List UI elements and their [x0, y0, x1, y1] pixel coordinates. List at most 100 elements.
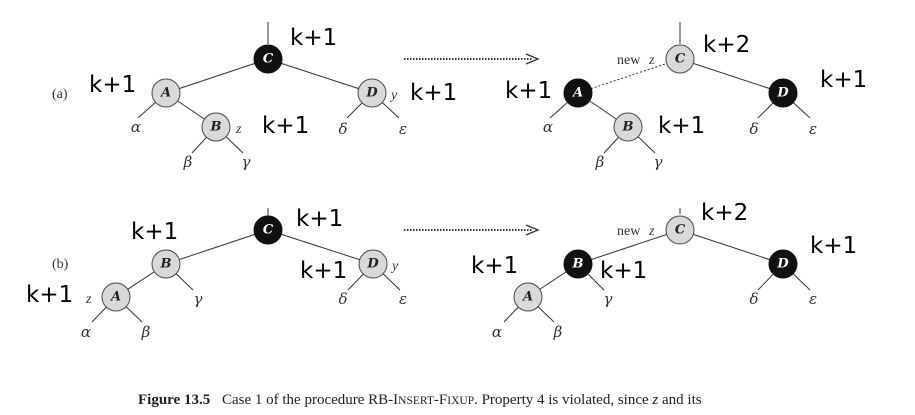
node-a [151, 78, 181, 108]
subtree-alpha: α [81, 323, 91, 341]
node-d-label: D [365, 86, 378, 101]
node-c-label: C [675, 223, 686, 238]
node-a-label: A [571, 86, 583, 101]
subtree-epsilon: ε [399, 290, 407, 308]
subtree-epsilon: ε [809, 290, 817, 308]
edge-c-a [165, 58, 269, 94]
edge-c-d [267, 58, 373, 94]
edge-c-d [267, 229, 374, 265]
height-label-d: k+1 [300, 258, 347, 284]
part-a-label: (a) [52, 87, 68, 102]
caption-text-1: Case 1 of the procedure RB-I [222, 392, 398, 408]
height-label-d: k+1 [810, 233, 857, 259]
height-label-a: k+1 [89, 72, 136, 98]
node-d [358, 249, 388, 279]
node-b [563, 249, 593, 279]
new-z-letter: z [648, 53, 655, 68]
subtree-alpha: α [492, 323, 502, 341]
subtree-gamma: γ [194, 290, 203, 308]
part-b-before-tree: C B D A y z α β γ δ ε k+1 k+1 k+1 k+1 [26, 206, 407, 341]
node-d [768, 78, 798, 108]
height-label-b: k+1 [658, 113, 705, 139]
node-a-label: A [109, 290, 121, 305]
node-c-label: C [263, 52, 274, 67]
height-label-a: k+1 [505, 78, 552, 104]
part-a-before-tree: C A D B y z α β γ δ ε k+1 k+1 k+1 k+1 [89, 22, 457, 171]
node-c [253, 215, 283, 245]
subtree-epsilon: ε [809, 120, 817, 138]
edge-c-b [165, 229, 269, 265]
tag-y: y [390, 259, 399, 274]
node-a [101, 282, 131, 312]
height-label-c: k+2 [703, 32, 750, 58]
figure-caption: Figure 13.5 Case 1 of the procedure RB-I… [138, 392, 702, 408]
node-c-label: C [675, 52, 686, 67]
subtree-alpha: α [543, 118, 553, 136]
caption-z: z [651, 392, 658, 408]
node-c [665, 215, 695, 245]
new-z-word: new [617, 224, 641, 239]
subtree-gamma: γ [654, 153, 663, 171]
node-d-label: D [366, 257, 379, 272]
node-b-label: B [160, 257, 172, 272]
subtree-beta: β [141, 323, 151, 341]
node-a [563, 78, 593, 108]
caption-smallcaps-1: NSERT [398, 395, 434, 407]
subtree-gamma: γ [604, 290, 613, 308]
edge-c-d [679, 229, 784, 265]
node-b [151, 249, 181, 279]
node-a [513, 282, 543, 312]
part-b-label: (b) [52, 257, 69, 272]
transform-arrow-b [404, 224, 540, 236]
height-label-b: k+1 [131, 219, 178, 245]
height-label-c: k+2 [701, 200, 748, 226]
tag-z: z [235, 122, 242, 137]
caption-text-3: . Property 4 is violated, since [474, 392, 652, 408]
node-c-label: C [263, 223, 274, 238]
node-a-label: A [521, 290, 533, 305]
new-z-letter: z [648, 224, 655, 239]
transform-arrow-a [404, 53, 540, 65]
subtree-delta: δ [749, 120, 758, 138]
caption-smallcaps-2: IXUP [447, 395, 474, 407]
height-label-b: k+1 [262, 113, 309, 139]
part-a-after-tree: C A D B new z α β γ δ ε k+2 k+1 k+1 k+1 [505, 22, 867, 171]
tag-z: z [85, 292, 92, 307]
subtree-delta: δ [338, 290, 347, 308]
height-label-d: k+1 [410, 80, 457, 106]
subtree-beta: β [183, 153, 193, 171]
node-b [201, 112, 231, 142]
subtree-delta: δ [749, 290, 758, 308]
part-b: (b) C B D A y z α β γ δ ε [26, 200, 857, 341]
subtree-beta: β [595, 153, 605, 171]
subtree-delta: δ [338, 120, 347, 138]
node-d [357, 78, 387, 108]
height-label-b-right: k+1 [600, 258, 647, 284]
edge-c-a [577, 58, 681, 94]
tag-y: y [389, 88, 398, 103]
node-b-label: B [210, 120, 222, 135]
height-label-c: k+1 [290, 25, 337, 51]
subtree-gamma: γ [242, 153, 251, 171]
node-d-label: D [776, 257, 789, 272]
part-a: (a) C A D B y z α β γ δ ε [52, 22, 867, 171]
caption-text-2: -F [434, 392, 447, 408]
node-b [613, 112, 643, 142]
subtree-alpha: α [131, 118, 141, 136]
edge-c-d [679, 58, 784, 94]
caption-text-4: and its [658, 392, 701, 408]
height-label-d: k+1 [820, 67, 867, 93]
caption-prefix: Figure 13.5 [138, 392, 210, 408]
subtree-beta: β [553, 323, 563, 341]
new-z-word: new [617, 53, 641, 68]
part-b-after-tree: C B D A new z α β γ δ ε k+2 k+1 k+1 k+1 [471, 200, 857, 341]
node-d-label: D [776, 86, 789, 101]
height-label-a: k+1 [26, 282, 73, 308]
node-c [253, 44, 283, 74]
node-b-label: B [572, 257, 584, 272]
height-label-b-left: k+1 [471, 253, 518, 279]
node-b-label: B [622, 120, 634, 135]
node-d [768, 249, 798, 279]
node-c [665, 44, 695, 74]
